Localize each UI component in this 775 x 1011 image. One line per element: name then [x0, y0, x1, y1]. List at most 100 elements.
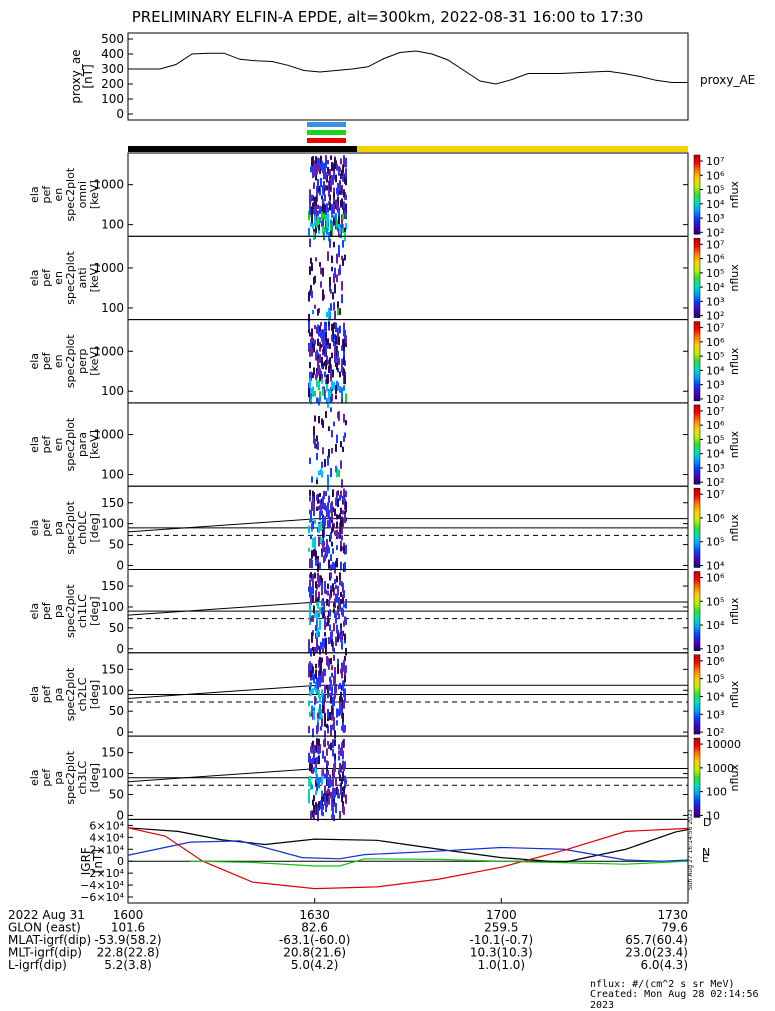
spec-pixel [344, 209, 346, 219]
spec-pixel [336, 491, 338, 498]
spec-pixel [318, 470, 320, 476]
spec-pixel [317, 555, 319, 560]
spec-pixel [336, 363, 338, 371]
spec-pixel [333, 302, 335, 309]
spec-pixel [310, 534, 312, 540]
spec-pixel [332, 739, 334, 749]
igrf-legend-label: D [703, 816, 711, 829]
spec-pixel [337, 196, 339, 207]
spec-pixel [321, 775, 323, 785]
spec-pixel [343, 589, 345, 598]
spec-pixel [321, 715, 323, 720]
spec-pixel [308, 778, 310, 787]
ae-ylabel: [nT] [81, 64, 95, 88]
spec-pixel [311, 349, 313, 357]
spec-pixel [319, 325, 321, 333]
info-row-value: 1.0(1.0) [478, 958, 526, 972]
spec-panel-frame [127, 402, 689, 487]
spec-pixel [333, 172, 335, 180]
igrf-legend-label: E [702, 852, 709, 865]
spec-pixel [344, 432, 346, 438]
spec-pixel [344, 513, 346, 524]
spec-pixel [339, 226, 341, 235]
colorbar [693, 571, 701, 652]
spec-pixel [325, 160, 327, 167]
spec-ylabel: pa [52, 688, 65, 702]
spec-pixel [308, 388, 310, 393]
spec-pixel [341, 791, 343, 798]
spec-pixel [310, 166, 312, 173]
spec-pixel [334, 613, 336, 619]
spec-pixel [317, 808, 319, 814]
spec-ylabel: pef [40, 685, 53, 704]
spec-pixel [341, 697, 343, 707]
spec-pixel [345, 394, 347, 399]
spec-ylabel: spec2plot [64, 334, 77, 388]
colorbar-tick-label: 10000 [706, 738, 741, 751]
spec-panel-frame [127, 152, 689, 237]
colorbar-tick-label: 10² [706, 226, 724, 239]
ae-line [128, 50, 688, 85]
spec-pixel [315, 688, 317, 693]
spec-pixel [322, 226, 324, 235]
spec-ylabel: pef [40, 351, 53, 370]
spec-pixel [322, 502, 324, 508]
spec-pixel [326, 219, 328, 229]
spec-pixel [330, 572, 332, 577]
spec-pixel [315, 669, 317, 679]
spec-pixel [322, 292, 324, 301]
spec-pixel [328, 788, 330, 794]
spec-ylabel: pa [52, 604, 65, 618]
spec-pixel [309, 332, 311, 337]
spec-pixel [308, 726, 310, 734]
colorbar-tick-label: 10³ [706, 295, 724, 308]
spec-pixel [344, 329, 346, 339]
colorbar-tick-label: 10⁵ [706, 267, 724, 280]
losscone-line [127, 518, 688, 533]
spec-pixel [340, 544, 342, 552]
spec-pixel [344, 633, 346, 641]
spec-pixel [312, 386, 314, 392]
spec-pixel [308, 227, 310, 237]
spec-pixel [341, 640, 343, 650]
spec-pixel [310, 387, 312, 393]
spec-pixel [321, 378, 323, 384]
spec-pixel [335, 175, 337, 183]
spec-pixel [316, 219, 318, 228]
spec-ylabel: en [52, 438, 65, 452]
flag-bar [307, 122, 346, 127]
spec-pixel [327, 374, 329, 384]
spec-pixel [315, 196, 317, 206]
spec-ytick-label: 100 [101, 468, 124, 482]
spec-pixel [310, 572, 312, 579]
spec-pixel [311, 559, 313, 565]
spec-pixel [321, 211, 323, 220]
spec-pixel [345, 223, 347, 230]
spec-pixel [318, 755, 320, 765]
spec-ylabel: spec2plot [64, 667, 77, 721]
spec-pixel [341, 255, 343, 261]
spec-pixel [335, 465, 337, 473]
spec-pixel [333, 608, 335, 614]
spec-pixel [342, 722, 344, 732]
spec-pixel [314, 324, 316, 330]
spec-pixel [312, 580, 314, 588]
spec-pixel [339, 682, 341, 689]
spec-pixel [340, 768, 342, 773]
spec-pixel [339, 810, 341, 819]
igrf-legend-label: N [702, 846, 710, 859]
spec-pixel [317, 644, 319, 651]
spec-pixel [331, 780, 333, 787]
colorbar-tick-label: 10² [706, 476, 724, 489]
spec-ylabel: pef [40, 268, 53, 287]
spec-ytick-label: 150 [101, 579, 124, 593]
spec-pixel [322, 447, 324, 455]
spec-pixel [311, 562, 313, 569]
info-row-value: 20.8(21.6) [283, 946, 346, 960]
spec-pixel [336, 164, 338, 171]
ae-ytick-label: 200 [101, 77, 124, 91]
colorbar-tick-label: 10⁷ [706, 405, 724, 418]
spec-pixel [333, 763, 335, 768]
colorbar-tick-label: 10⁴ [706, 690, 725, 703]
spec-ytick-label: 0 [116, 642, 124, 656]
